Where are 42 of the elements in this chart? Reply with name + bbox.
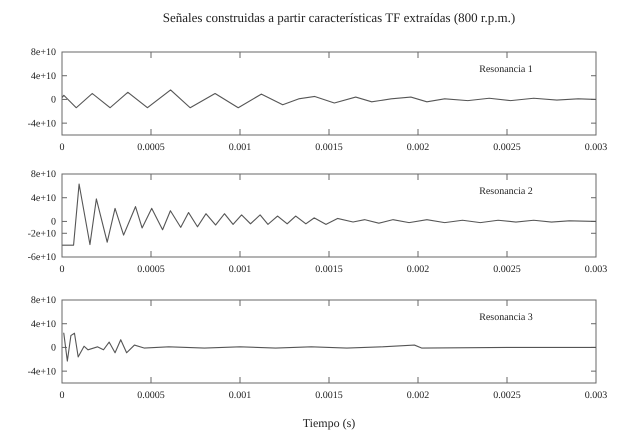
y-tick-label: -2e+10: [28, 228, 56, 240]
line-series: [63, 332, 596, 362]
y-tick-label: 8e+10: [30, 47, 56, 58]
y-tick-label: 0: [51, 342, 56, 354]
x-tick-label: 0.003: [584, 390, 608, 402]
x-tick-label: 0: [60, 390, 64, 402]
y-tick-label: 4e+10: [30, 70, 56, 82]
y-tick-label: -4e+10: [28, 366, 56, 378]
y-tick-label: -4e+10: [28, 118, 56, 130]
y-tick-label: 4e+10: [30, 318, 56, 330]
x-tick-label: 0.001: [228, 390, 252, 402]
x-tick-label: 0.0025: [493, 264, 521, 276]
x-tick-label: 0.0015: [315, 264, 343, 276]
x-tick-label: 0: [60, 264, 64, 276]
annotation: Resonancia 3: [479, 312, 533, 323]
x-tick-label: 0.003: [584, 142, 608, 154]
x-tick-label: 0.002: [406, 390, 430, 402]
x-tick-label: 0.001: [228, 142, 252, 154]
y-tick-label: 0: [51, 216, 56, 228]
x-tick-label: 0.003: [584, 264, 608, 276]
x-tick-label: 0.0015: [315, 390, 343, 402]
y-tick-label: 8e+10: [30, 169, 56, 180]
x-tick-label: 0.0015: [315, 142, 343, 154]
x-tick-label: 0.002: [406, 264, 430, 276]
x-tick-label: 0.0025: [493, 142, 521, 154]
y-tick-label: -6e+10: [28, 252, 56, 264]
x-tick-label: 0.001: [228, 264, 252, 276]
y-tick-label: 4e+10: [30, 192, 56, 204]
x-tick-label: 0.0005: [137, 390, 165, 402]
line-series: [62, 89, 596, 108]
chart-title: Señales construidas a partir características TF extraídas (800 r.p.m.): [162, 10, 516, 25]
y-tick-label: 8e+10: [30, 295, 56, 306]
line-series: [62, 184, 596, 246]
x-tick-label: 0.0025: [493, 390, 521, 402]
x-axis-title: Tiempo (s): [302, 416, 356, 430]
annotation: Resonancia 2: [479, 186, 533, 197]
y-tick-label: 0: [51, 94, 56, 106]
x-tick-label: 0.0005: [137, 264, 165, 276]
x-tick-label: 0.002: [406, 142, 430, 154]
x-tick-label: 0: [60, 142, 64, 154]
x-tick-label: 0.0005: [137, 142, 165, 154]
annotation: Resonancia 1: [479, 64, 533, 75]
